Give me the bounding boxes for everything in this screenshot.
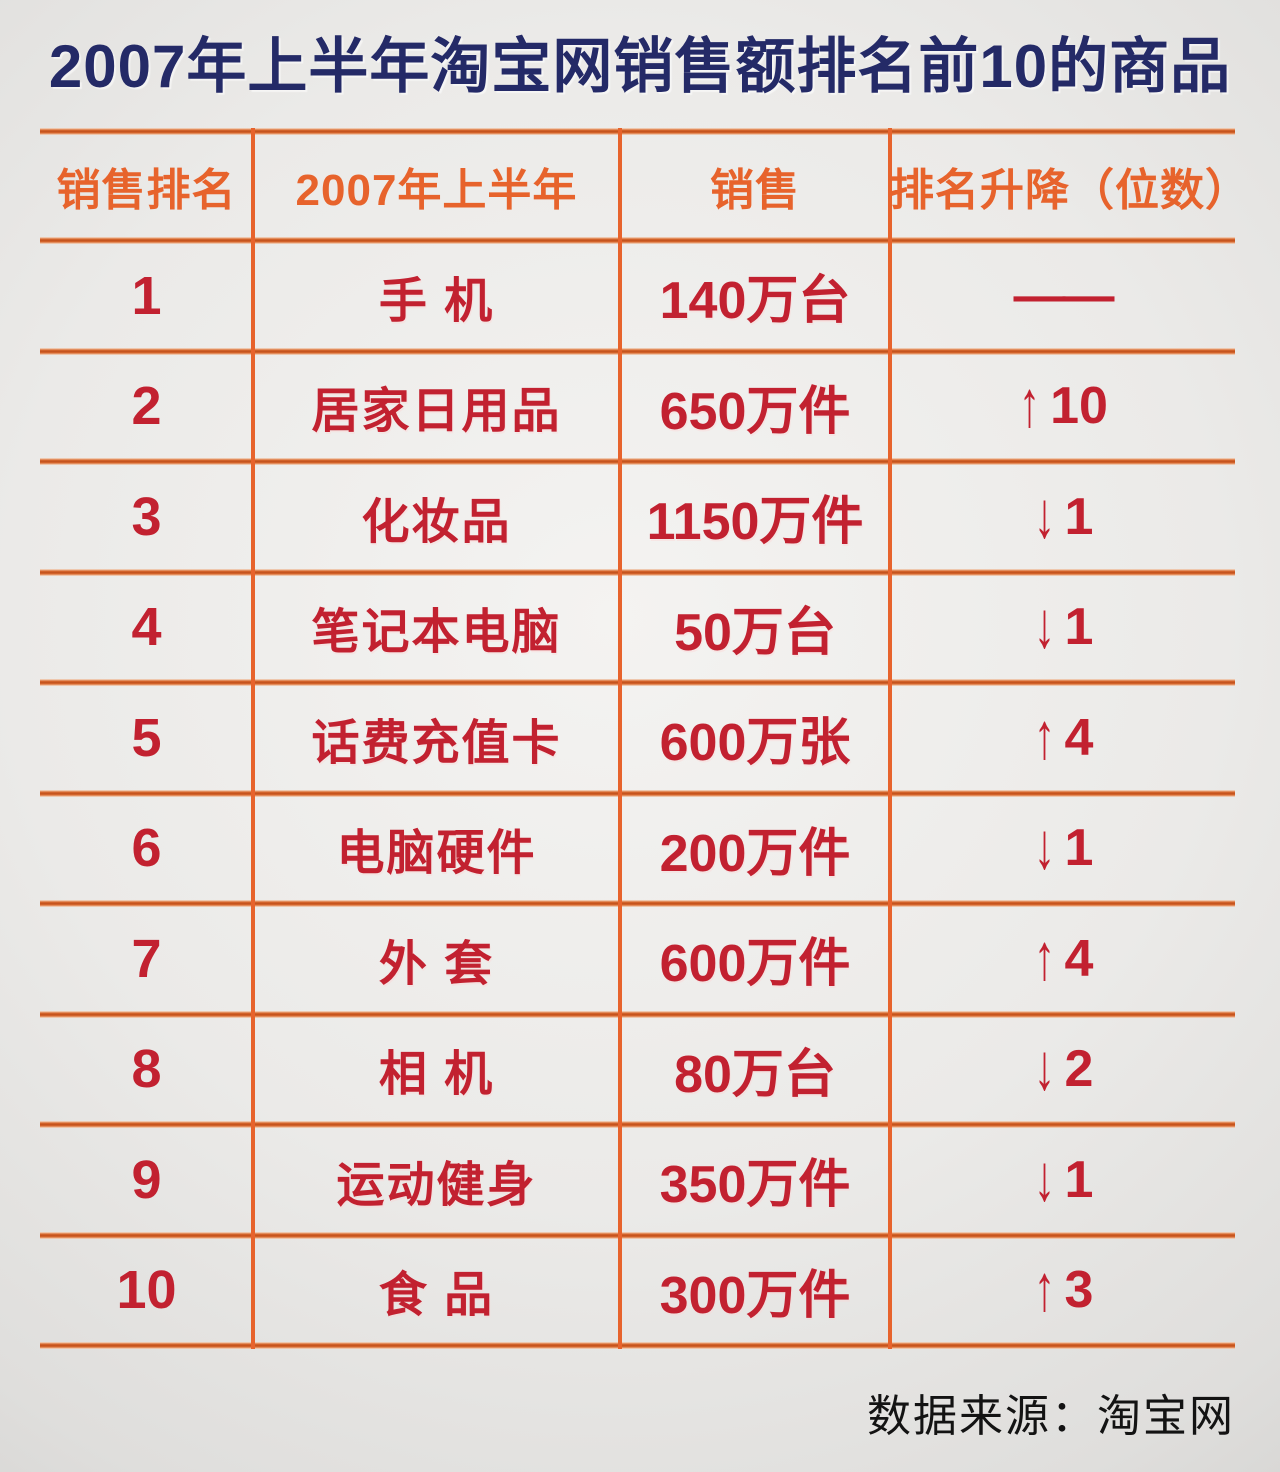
change-cell: ↑ 4 [890, 703, 1235, 768]
grid-line-vertical-2 [618, 128, 622, 1349]
product-cell: 电脑硬件 [336, 827, 537, 881]
change-cell: —— [890, 266, 1235, 326]
sales-cell: 140万台 [659, 272, 851, 331]
rank-cell: 8 [131, 1039, 162, 1100]
sales-cell: 200万件 [659, 824, 851, 883]
rank-cell: 2 [131, 376, 162, 437]
product-cell: 居家日用品 [311, 385, 562, 439]
product-cell: 食 品 [378, 1269, 495, 1323]
trend-arrow-icon: ↓ [1033, 809, 1055, 883]
sales-cell: 300万件 [659, 1266, 851, 1325]
rank-cell: 4 [131, 597, 162, 658]
rank-cell: 6 [131, 818, 162, 879]
sales-cell: 50万台 [674, 603, 836, 662]
sales-cell: 600万件 [659, 935, 851, 994]
product-cell: 外 套 [378, 937, 495, 991]
grid-line-top [40, 128, 1235, 135]
change-value: 1 [1064, 487, 1094, 546]
table-row: 9 运动健身 350万件 ↓ 1 [40, 1128, 1235, 1232]
trend-arrow-icon: ↑ [1018, 367, 1041, 441]
change-cell: ↓ 1 [890, 814, 1235, 879]
rank-cell: 7 [131, 928, 162, 989]
change-cell: ↑ 3 [890, 1256, 1235, 1321]
column-header-rank: 销售排名 [56, 166, 237, 215]
change-cell: ↓ 1 [890, 482, 1235, 547]
change-value: 1 [1064, 819, 1094, 878]
table-row: 8 相 机 80万台 ↓ 2 [40, 1018, 1235, 1122]
sales-cell: 1150万件 [646, 493, 864, 552]
change-cell: ↓ 2 [890, 1035, 1235, 1100]
table-row: 4 笔记本电脑 50万台 ↓ 1 [40, 576, 1235, 680]
table-body: 1 手 机 140万台 —— 2 居家日用品 650万件 ↑ 10 3 化妆品 … [40, 244, 1235, 1349]
table-row: 1 手 机 140万台 —— [40, 244, 1235, 348]
change-cell: ↓ 1 [890, 1145, 1235, 1210]
product-cell: 笔记本电脑 [311, 606, 562, 660]
change-value: 10 [1050, 377, 1108, 436]
grid-line-horizontal [40, 458, 1235, 465]
grid-line-horizontal [40, 568, 1235, 576]
change-cell: ↑ 10 [890, 372, 1235, 437]
table-row: 7 外 套 600万件 ↑ 4 [40, 907, 1235, 1011]
grid-line-horizontal [40, 789, 1235, 797]
grid-line-horizontal [40, 1010, 1235, 1018]
table-row: 2 居家日用品 650万件 ↑ 10 [40, 355, 1235, 459]
change-value: —— [1013, 266, 1115, 325]
grid-line-vertical-3 [888, 128, 892, 1349]
grid-line-horizontal [40, 347, 1235, 355]
change-value: 4 [1064, 708, 1094, 767]
change-value: 1 [1064, 1150, 1094, 1209]
rank-cell: 10 [116, 1260, 177, 1321]
grid-line-horizontal [40, 679, 1235, 686]
page-title: 2007年上半年淘宝网销售额排名前10的商品 [48, 33, 1232, 100]
grid-line-horizontal [40, 1121, 1235, 1128]
grid-line-horizontal [40, 900, 1235, 907]
grid-line-horizontal [40, 1342, 1235, 1349]
sales-ranking-table: 销售排名 2007年上半年 销售 排名升降（位数） 1 手 机 140万台 ——… [40, 128, 1250, 1349]
grid-line-horizontal [40, 1231, 1235, 1239]
product-cell: 运动健身 [336, 1158, 537, 1212]
change-value: 3 [1064, 1261, 1094, 1320]
trend-arrow-icon: ↑ [1033, 1251, 1055, 1325]
grid-line-horizontal [40, 237, 1235, 244]
trend-arrow-icon: ↓ [1033, 1030, 1055, 1104]
change-value: 4 [1064, 929, 1094, 988]
sales-cell: 350万件 [659, 1156, 851, 1215]
product-cell: 化妆品 [361, 495, 512, 549]
trend-arrow-icon: ↓ [1033, 1141, 1055, 1215]
column-header-sales: 销售 [710, 166, 800, 215]
table-row: 3 化妆品 1150万件 ↓ 1 [40, 465, 1235, 569]
sales-cell: 600万张 [659, 714, 851, 773]
product-cell: 相 机 [378, 1048, 495, 1102]
trend-arrow-icon: ↑ [1033, 699, 1055, 773]
change-value: 1 [1064, 598, 1094, 657]
rank-cell: 9 [131, 1149, 162, 1210]
column-header-product: 2007年上半年 [295, 166, 578, 215]
product-cell: 手 机 [378, 274, 495, 328]
column-header-change: 排名升降（位数） [890, 166, 1250, 215]
data-source-label: 数据来源：淘宝网 [867, 1392, 1235, 1441]
table-row: 6 电脑硬件 200万件 ↓ 1 [40, 797, 1235, 901]
change-cell: ↑ 4 [890, 924, 1235, 989]
rank-cell: 3 [131, 486, 162, 547]
change-value: 2 [1064, 1040, 1094, 1099]
rank-cell: 5 [131, 707, 162, 768]
grid-line-vertical-1 [251, 128, 255, 1349]
sales-cell: 80万台 [674, 1045, 836, 1104]
trend-arrow-icon: ↓ [1033, 588, 1055, 662]
change-cell: ↓ 1 [890, 593, 1235, 658]
trend-arrow-icon: ↑ [1033, 920, 1055, 994]
product-cell: 话费充值卡 [311, 716, 562, 770]
table-row: 5 话费充值卡 600万张 ↑ 4 [40, 686, 1235, 790]
rank-cell: 1 [131, 265, 162, 326]
table-header-row: 销售排名 2007年上半年 销售 排名升降（位数） [40, 135, 1250, 237]
sales-cell: 650万件 [659, 382, 851, 441]
table-row: 10 食 品 300万件 ↑ 3 [40, 1239, 1235, 1343]
trend-arrow-icon: ↓ [1033, 478, 1055, 552]
